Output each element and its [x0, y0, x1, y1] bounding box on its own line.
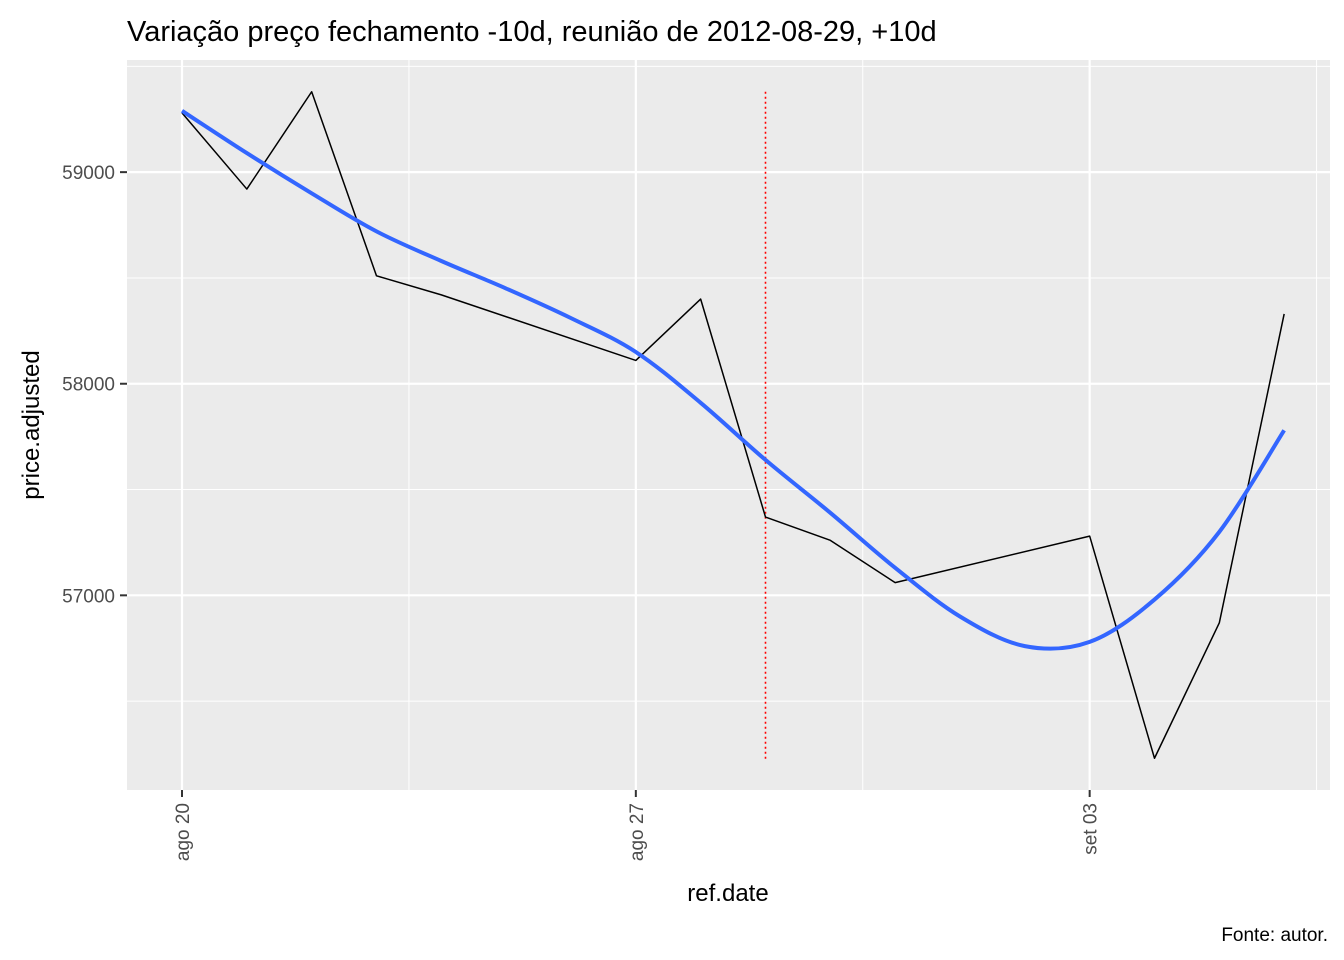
y-tick-label: 59000 [62, 163, 115, 184]
y-axis: 57000 58000 59000 [62, 163, 127, 607]
x-tick-label: ago 20 [173, 803, 194, 861]
x-tick-label: set 03 [1081, 803, 1102, 855]
series-layer [180, 90, 1286, 760]
caption: Fonte: autor. [1221, 925, 1328, 946]
chart-title: Variação preço fechamento -10d, reunião … [127, 16, 937, 48]
x-tick-label: ago 27 [627, 803, 648, 861]
x-axis-title: ref.date [687, 880, 768, 907]
y-tick-label: 58000 [62, 375, 115, 396]
price-line [181, 90, 1285, 760]
x-axis: ago 20 ago 27 set 03 [173, 790, 1102, 861]
grid-lines [127, 60, 1330, 790]
smooth-trend-line [180, 109, 1286, 651]
y-tick-label: 57000 [62, 586, 115, 607]
y-axis-title: price.adjusted [18, 350, 45, 499]
